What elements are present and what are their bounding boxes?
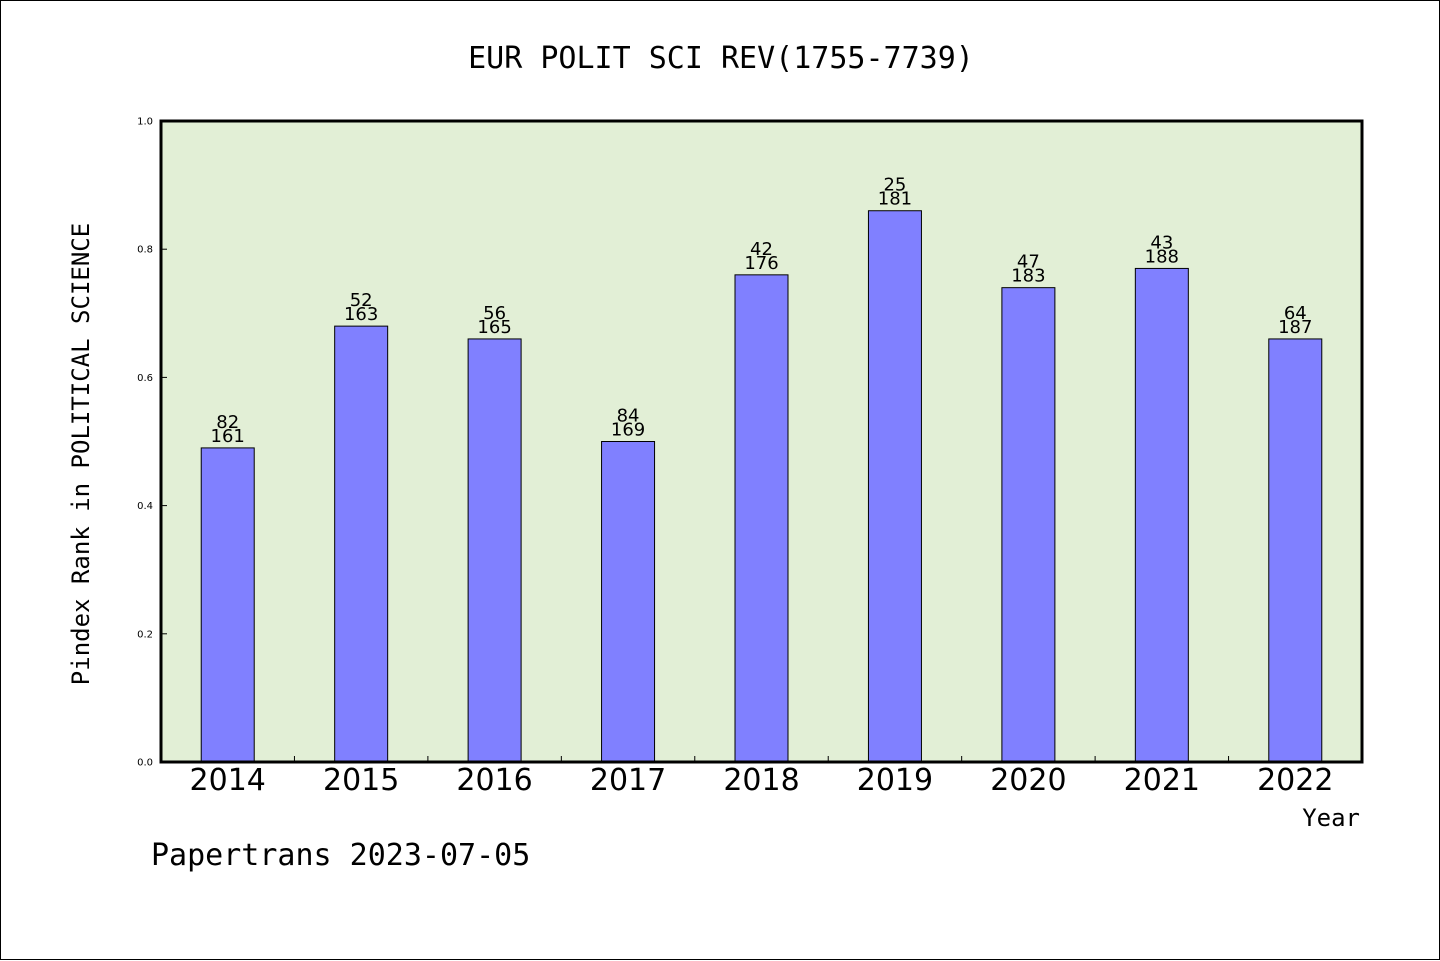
footer-credit: Papertrans 2023-07-05 [151, 838, 530, 873]
x-tick-label: 2017 [590, 763, 666, 798]
bar-rank-label: 82 [216, 412, 239, 433]
bar-rank-label: 43 [1150, 232, 1173, 253]
bar-2019 [867, 210, 922, 763]
y-tick-label: 0.2 [137, 629, 153, 640]
bar-total-label: 183 [1011, 266, 1045, 287]
bar-2021 [1134, 267, 1189, 763]
bar-rank-label: 56 [483, 303, 506, 324]
y-tick-label: 1.0 [137, 117, 153, 128]
y-axis-label: Pindex Rank in POLITICAL SCIENCE [67, 223, 95, 685]
bar-total-label: 163 [344, 304, 378, 325]
chart-title: EUR POLIT SCI REV(1755-7739) [468, 41, 974, 76]
bar-rank-label: 52 [350, 290, 373, 311]
bar-rank-label: 47 [1017, 252, 1040, 273]
bar-2018 [734, 274, 789, 763]
x-tick-label: 2015 [323, 763, 399, 798]
bar-2017 [601, 441, 656, 763]
plot-border [159, 119, 1364, 764]
x-tick-label: 2021 [1124, 763, 1200, 798]
bar-rank-label: 25 [883, 175, 906, 196]
bar-total-label: 169 [611, 420, 645, 441]
y-tick-label: 0.4 [137, 501, 153, 512]
bar-total-label: 165 [477, 317, 511, 338]
bar-total-label: 176 [744, 253, 778, 274]
x-tick-label: 2014 [190, 763, 266, 798]
bar-total-label: 181 [878, 189, 912, 210]
bar-rank-label: 64 [1284, 303, 1307, 324]
x-tick-label: 2016 [456, 763, 532, 798]
y-tick-label: 0.6 [137, 373, 153, 384]
bar-total-label: 187 [1278, 317, 1312, 338]
x-tick-label: 2020 [990, 763, 1066, 798]
bar-2015 [334, 325, 389, 763]
x-tick-label: 2022 [1257, 763, 1333, 798]
y-tick-label: 0.0 [137, 758, 153, 769]
x-axis-label: Year [1302, 804, 1360, 832]
bar-rank-label: 84 [617, 406, 640, 427]
bar-2020 [1001, 287, 1056, 763]
bar-total-label: 188 [1145, 246, 1179, 267]
y-tick-label: 0.8 [137, 245, 153, 256]
bar-total-label: 161 [211, 426, 245, 447]
bar-rank-label: 42 [750, 239, 773, 260]
bar-2016 [467, 338, 522, 763]
x-tick-label: 2019 [857, 763, 933, 798]
x-axis: 2014 2015 2016 2017 2018 2019 2020 2021 2022 [190, 756, 1333, 798]
bar-2022 [1268, 338, 1323, 763]
x-tick-label: 2018 [723, 763, 799, 798]
bar-2014 [200, 447, 255, 763]
bars-group [200, 210, 1323, 763]
